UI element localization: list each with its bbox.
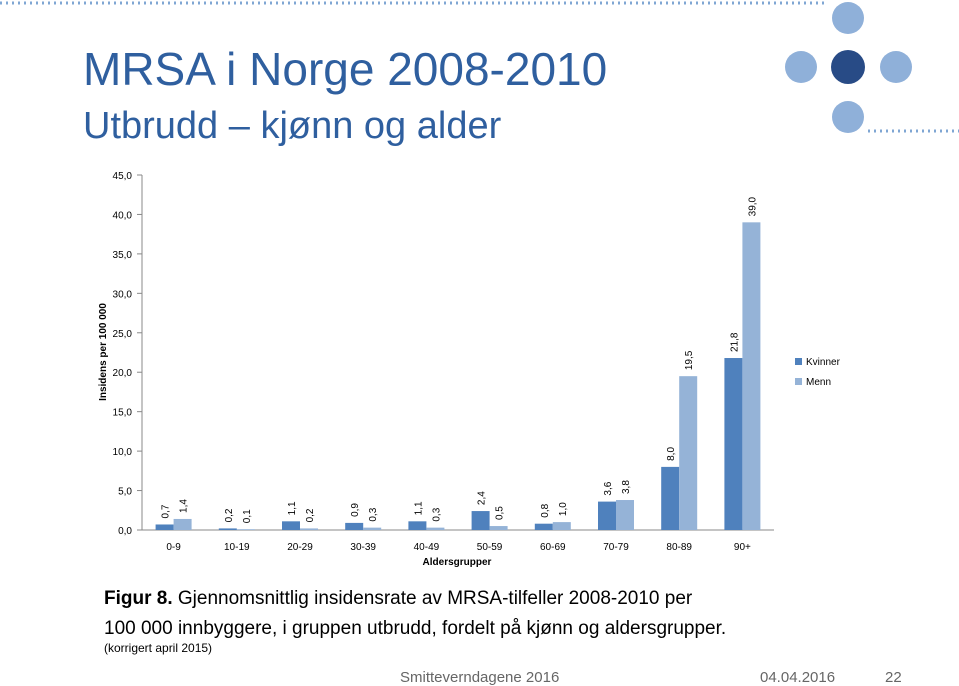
x-tick-label: 80-89 (666, 542, 692, 553)
bar (552, 522, 571, 530)
bar (236, 529, 255, 530)
x-tick-label: 60-69 (540, 542, 566, 553)
bar (598, 501, 616, 530)
value-label: 3,8 (621, 480, 632, 494)
legend-label: Kvinner (806, 357, 841, 368)
value-label: 21,8 (729, 332, 740, 352)
y-tick-label: 10,0 (113, 447, 133, 458)
value-label: 0,7 (161, 504, 172, 518)
value-label: 3,6 (603, 481, 614, 495)
caption-text: 100 000 innbyggere, i gruppen utbrudd, f… (104, 618, 726, 639)
x-tick-label: 50-59 (477, 542, 503, 553)
y-tick-label: 20,0 (113, 368, 133, 379)
value-label: 19,5 (684, 350, 695, 370)
bar (282, 521, 300, 530)
y-tick-label: 25,0 (113, 329, 133, 340)
bar (471, 511, 490, 530)
footer-date: 04.04.2016 (760, 669, 835, 686)
y-tick-label: 0,0 (118, 526, 132, 537)
bar (742, 222, 761, 531)
legend-label: Menn (806, 377, 831, 388)
bar (173, 518, 192, 530)
plot: 0,0 5,0 10,0 15,0 20,0 25,0 30,0 35,0 40,0 45,0 0-… (113, 171, 841, 553)
bar (661, 466, 680, 530)
slide-subtitle: Utbrudd – kjønn og alder (83, 105, 502, 147)
x-tick-label: 70-79 (603, 542, 629, 553)
y-axis-label: Insidens per 100 000 (98, 303, 109, 401)
value-label: 39,0 (747, 196, 758, 216)
bar (679, 376, 698, 530)
bar (345, 522, 364, 530)
value-label: 0,2 (224, 508, 235, 522)
caption-label: Figur 8. (104, 588, 173, 609)
value-label: 0,1 (242, 509, 253, 523)
legend-swatch (795, 358, 802, 365)
x-tick-label: 10-19 (224, 542, 250, 553)
bar (724, 358, 743, 530)
value-label: 0,5 (495, 506, 506, 520)
value-label: 0,9 (350, 503, 361, 517)
x-tick-label: 90+ (734, 542, 751, 553)
y-tick-label: 15,0 (113, 408, 133, 419)
bar (489, 526, 508, 530)
value-label: 2,4 (477, 491, 488, 505)
value-label: 0,8 (540, 503, 551, 517)
bar (300, 528, 318, 530)
decor-circle (832, 2, 864, 34)
decor-circle (785, 51, 817, 83)
bar (155, 524, 174, 530)
decor-circle (831, 50, 865, 84)
y-tick-label: 30,0 (113, 289, 133, 300)
y-tick-label: 45,0 (113, 171, 133, 182)
value-label: 1,0 (558, 502, 569, 516)
bar (363, 527, 382, 530)
y-tick-label: 40,0 (113, 210, 133, 221)
x-tick-label: 40-49 (414, 542, 440, 553)
caption-line: Figur 8. Gjennomsnittlig insidensrate av… (104, 588, 693, 609)
bar (616, 500, 634, 530)
value-label: 1,1 (413, 501, 424, 515)
bar (218, 528, 237, 530)
value-label: 0,3 (431, 507, 442, 521)
decor-circle (832, 101, 864, 133)
decor-circle (880, 51, 912, 83)
bar (408, 521, 427, 530)
value-label: 0,3 (368, 507, 379, 521)
bar (426, 527, 445, 530)
footer-page: 22 (885, 669, 902, 686)
value-label: 0,2 (305, 508, 316, 522)
x-tick-label: 0-9 (166, 542, 181, 553)
value-label: 1,1 (287, 501, 298, 515)
bar (534, 523, 553, 530)
x-tick-label: 30-39 (350, 542, 376, 553)
value-label: 1,4 (179, 499, 190, 513)
value-label: 8,0 (666, 447, 677, 461)
legend-swatch (795, 378, 802, 385)
slide-title: MRSA i Norge 2008-2010 (83, 43, 607, 95)
x-tick-label: 20-29 (287, 542, 313, 553)
x-axis-label: Aldersgrupper (423, 557, 492, 568)
caption-note: (korrigert april 2015) (104, 641, 212, 655)
footer-event: Smitteverndagene 2016 (400, 669, 559, 686)
y-tick-label: 5,0 (118, 487, 132, 498)
caption-text: Gjennomsnittlig insidensrate av MRSA-til… (178, 588, 693, 609)
y-tick-label: 35,0 (113, 250, 133, 261)
